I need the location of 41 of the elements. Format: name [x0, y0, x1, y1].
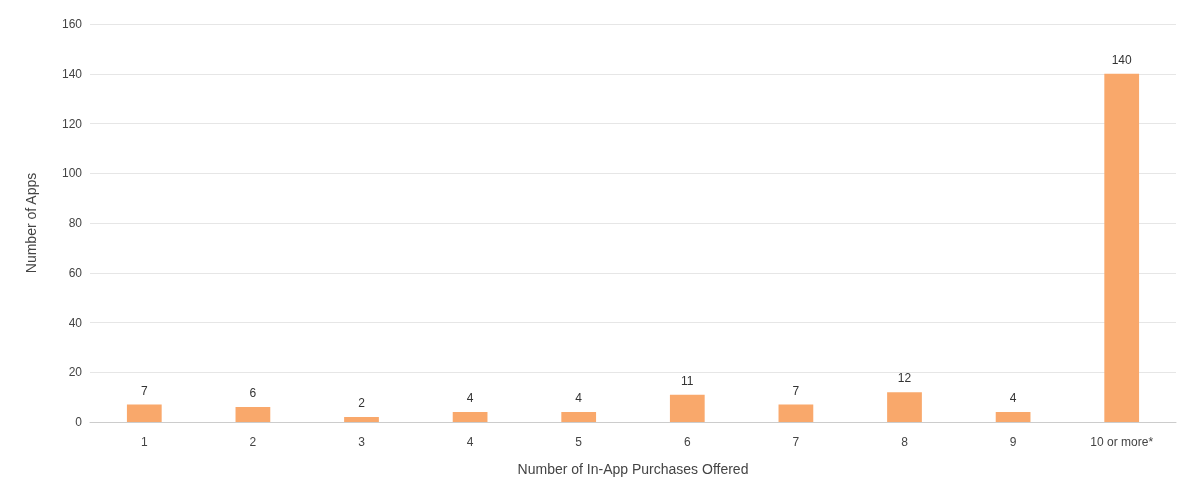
y-tick-label: 60	[68, 265, 83, 280]
data-label: 4	[1009, 391, 1017, 406]
y-tick-label: 100	[61, 166, 83, 181]
data-label: 7	[140, 383, 148, 398]
data-label: 4	[575, 391, 583, 406]
x-tick-label: 7	[792, 435, 800, 449]
y-tick-label: 0	[75, 415, 83, 429]
x-tick-label: 10 or more*	[1090, 435, 1154, 449]
y-tick-label: 120	[61, 116, 83, 131]
x-tick-label: 9	[1009, 435, 1017, 449]
y-tick-label: 80	[68, 216, 83, 230]
data-label: 140	[1111, 52, 1133, 67]
x-tick-label: 6	[683, 435, 691, 449]
x-tick-label: 4	[466, 435, 474, 449]
x-axis-title: Number of In-App Purchases Offered	[517, 461, 749, 477]
data-label: 6	[249, 386, 257, 401]
y-tick-label: 20	[68, 365, 83, 380]
x-tick-label: 8	[901, 435, 909, 449]
bar	[452, 412, 488, 422]
data-label: 7	[792, 383, 800, 398]
data-label: 2	[358, 396, 366, 411]
bar	[995, 412, 1031, 422]
y-tick-label: 160	[61, 17, 83, 31]
bar	[126, 404, 162, 422]
bar	[561, 412, 597, 422]
data-label: 4	[466, 391, 474, 406]
y-axis-title: Number of Apps	[23, 172, 39, 274]
data-label: 12	[897, 371, 912, 386]
y-tick-label: 40	[68, 315, 83, 330]
x-tick-label: 2	[249, 435, 257, 449]
bar	[344, 417, 379, 422]
bar	[778, 404, 814, 422]
bar	[887, 392, 922, 422]
data-label: 11	[681, 373, 694, 388]
x-tick-label: 1	[140, 435, 148, 449]
bar	[1104, 73, 1140, 422]
x-tick-label: 3	[358, 435, 366, 449]
bar	[669, 394, 705, 422]
x-tick-label: 5	[575, 435, 583, 449]
y-tick-label: 140	[61, 66, 83, 81]
bar	[235, 407, 271, 422]
